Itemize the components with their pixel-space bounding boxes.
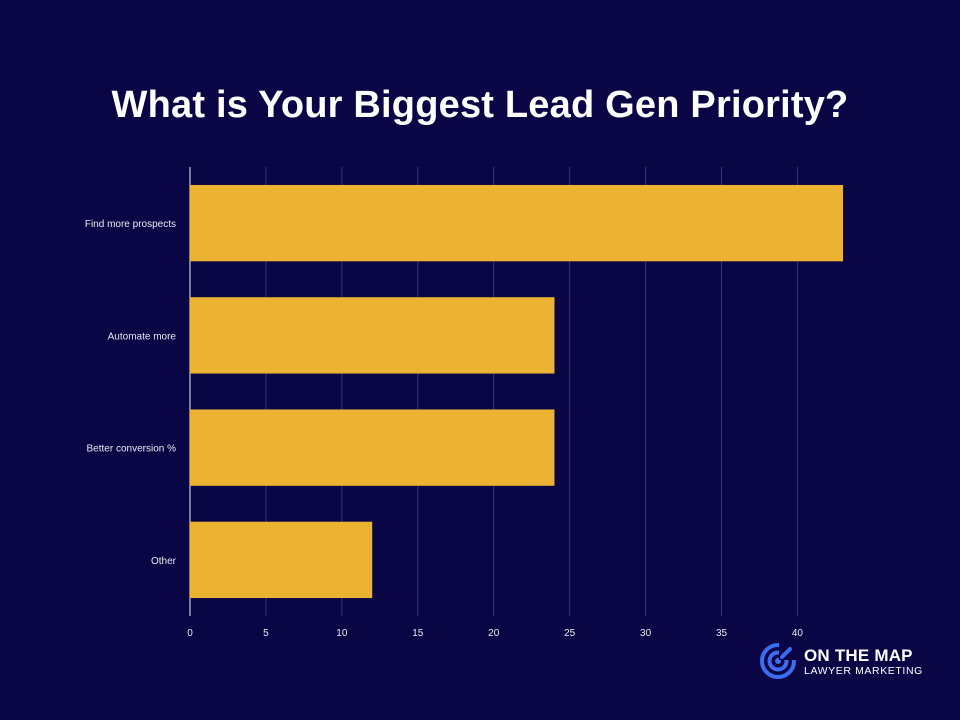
tick-label-40: 40 <box>792 628 804 639</box>
bar-automate-more <box>190 297 555 374</box>
tick-label-35: 35 <box>716 628 728 639</box>
chart-title: What is Your Biggest Lead Gen Priority? <box>111 84 849 126</box>
category-labels: Find more prospects Automate more Better c… <box>85 219 177 567</box>
brand-logo: ON THE MAP LAWYER MARKETING <box>760 643 950 683</box>
tick-label-30: 30 <box>640 628 652 639</box>
tick-label-15: 15 <box>412 628 424 639</box>
category-label: Other <box>151 556 177 567</box>
tick-label-20: 20 <box>488 628 500 639</box>
bars <box>190 184 843 599</box>
bar-find-more-prospects <box>190 184 843 262</box>
tick-label-10: 10 <box>336 628 348 639</box>
bar-better-conversion <box>190 409 555 486</box>
tick-label-5: 5 <box>263 628 269 639</box>
logo-tagline: LAWYER MARKETING <box>804 665 923 677</box>
tick-label-25: 25 <box>564 628 576 639</box>
category-label: Automate more <box>108 331 177 342</box>
target-map-icon <box>760 643 796 679</box>
tick-label-0: 0 <box>187 628 193 639</box>
tick-labels: 0 5 10 15 20 25 30 35 40 <box>187 628 803 639</box>
category-label: Find more prospects <box>85 219 176 230</box>
category-label: Better conversion % <box>87 444 177 455</box>
bar-other <box>190 521 373 599</box>
logo-name: ON THE MAP <box>804 646 913 665</box>
